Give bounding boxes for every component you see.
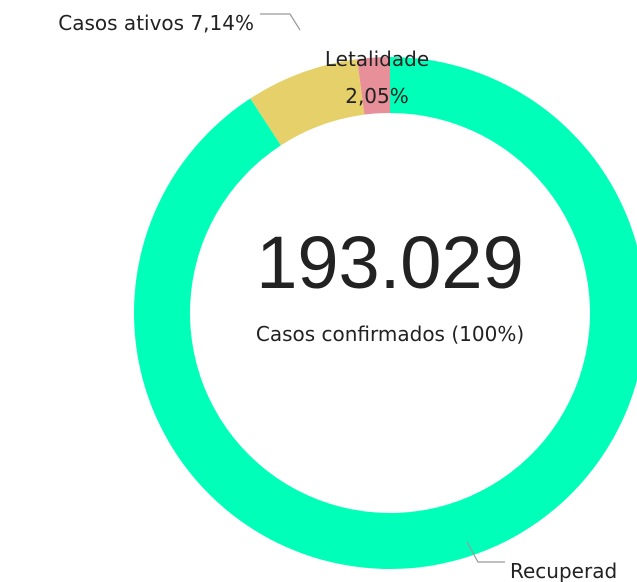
slice-name: Casos ativos — [58, 11, 184, 35]
donut-slice — [357, 57, 390, 115]
center-value: 193.029 — [256, 221, 524, 304]
donut-slice — [134, 57, 637, 569]
slice-label: Casos ativos 7,14% — [58, 11, 254, 35]
slice-value-label: 7,14% — [190, 11, 254, 35]
slice-value-label: 2,05% — [345, 84, 409, 108]
leader-line — [260, 13, 301, 31]
leader-line — [466, 541, 505, 563]
slice-label: Letalidade — [325, 47, 429, 71]
slice-label: Recuperad — [510, 559, 617, 582]
donut-slice — [250, 59, 365, 146]
slices — [134, 57, 637, 569]
center-label: Casos confirmados (100%) — [256, 322, 524, 346]
